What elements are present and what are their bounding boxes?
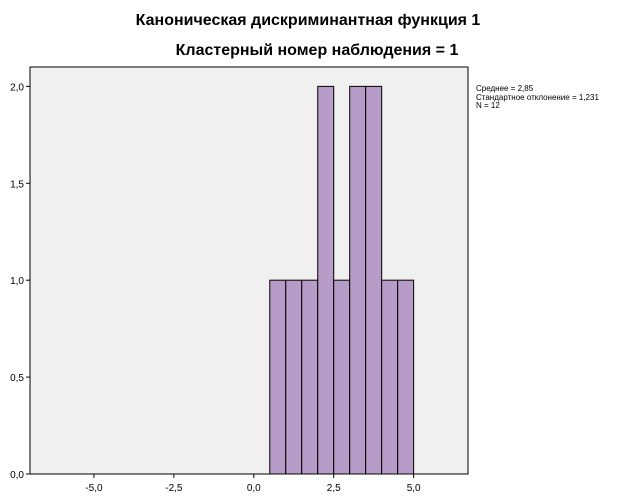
x-tick-label: 0,0: [247, 483, 261, 494]
y-tick-label: 0,5: [10, 373, 24, 384]
y-tick-label: 1,0: [10, 276, 24, 287]
y-tick-label: 1,5: [10, 179, 24, 190]
histogram-bar: [397, 279, 415, 475]
stats-box: Среднее = 2,85 Стандартное отклонение = …: [476, 84, 599, 111]
stat-std: Стандартное отклонение = 1,231: [476, 92, 599, 102]
histogram-bar: [365, 85, 383, 475]
histogram-bar: [333, 279, 351, 475]
x-tick-label: 5,0: [407, 483, 421, 494]
histogram-bar: [349, 85, 367, 475]
histogram-bar: [381, 279, 399, 475]
histogram-bar: [269, 279, 287, 475]
stat-n: N = 12: [476, 101, 500, 110]
x-tick-label: -5,0: [85, 483, 103, 494]
chart-title: Каноническая дискриминантная функция 1: [135, 12, 481, 29]
stat-mean: Среднее = 2,85: [476, 84, 534, 93]
chart-subtitle: Кластерный номер наблюдения = 1: [175, 42, 459, 59]
histogram-bar: [317, 85, 335, 475]
y-tick-label: 2,0: [10, 82, 24, 93]
x-tick-label: -2,5: [165, 483, 183, 494]
histogram-bar: [285, 279, 303, 475]
histogram-bar: [301, 279, 319, 475]
x-tick-label: 2,5: [327, 483, 341, 494]
y-tick-label: 0,0: [10, 470, 24, 481]
